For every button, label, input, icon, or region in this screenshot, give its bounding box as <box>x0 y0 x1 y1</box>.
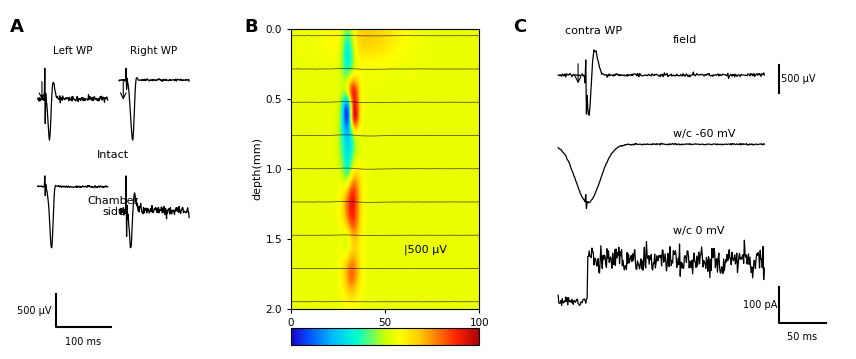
Text: 100 pA: 100 pA <box>743 300 777 310</box>
Text: 500 μV: 500 μV <box>781 74 815 84</box>
Text: 50 ms: 50 ms <box>788 332 817 342</box>
Text: A: A <box>10 18 24 36</box>
Text: Chamber
side: Chamber side <box>88 196 139 218</box>
X-axis label: (ms): (ms) <box>372 331 398 341</box>
Text: Left WP: Left WP <box>53 46 92 56</box>
Text: w/c 0 mV: w/c 0 mV <box>673 225 724 236</box>
Text: 100 ms: 100 ms <box>65 337 102 348</box>
Text: field: field <box>673 35 697 45</box>
Text: Intact: Intact <box>98 150 129 160</box>
Y-axis label: depth(mm): depth(mm) <box>253 137 263 200</box>
Text: C: C <box>514 18 526 36</box>
Text: contra WP: contra WP <box>565 26 622 36</box>
Text: 500 μV: 500 μV <box>17 306 51 316</box>
Text: |500 μV: |500 μV <box>404 245 447 255</box>
Text: w/c -60 mV: w/c -60 mV <box>673 129 735 139</box>
Text: Right WP: Right WP <box>130 46 178 56</box>
Text: B: B <box>244 18 258 36</box>
